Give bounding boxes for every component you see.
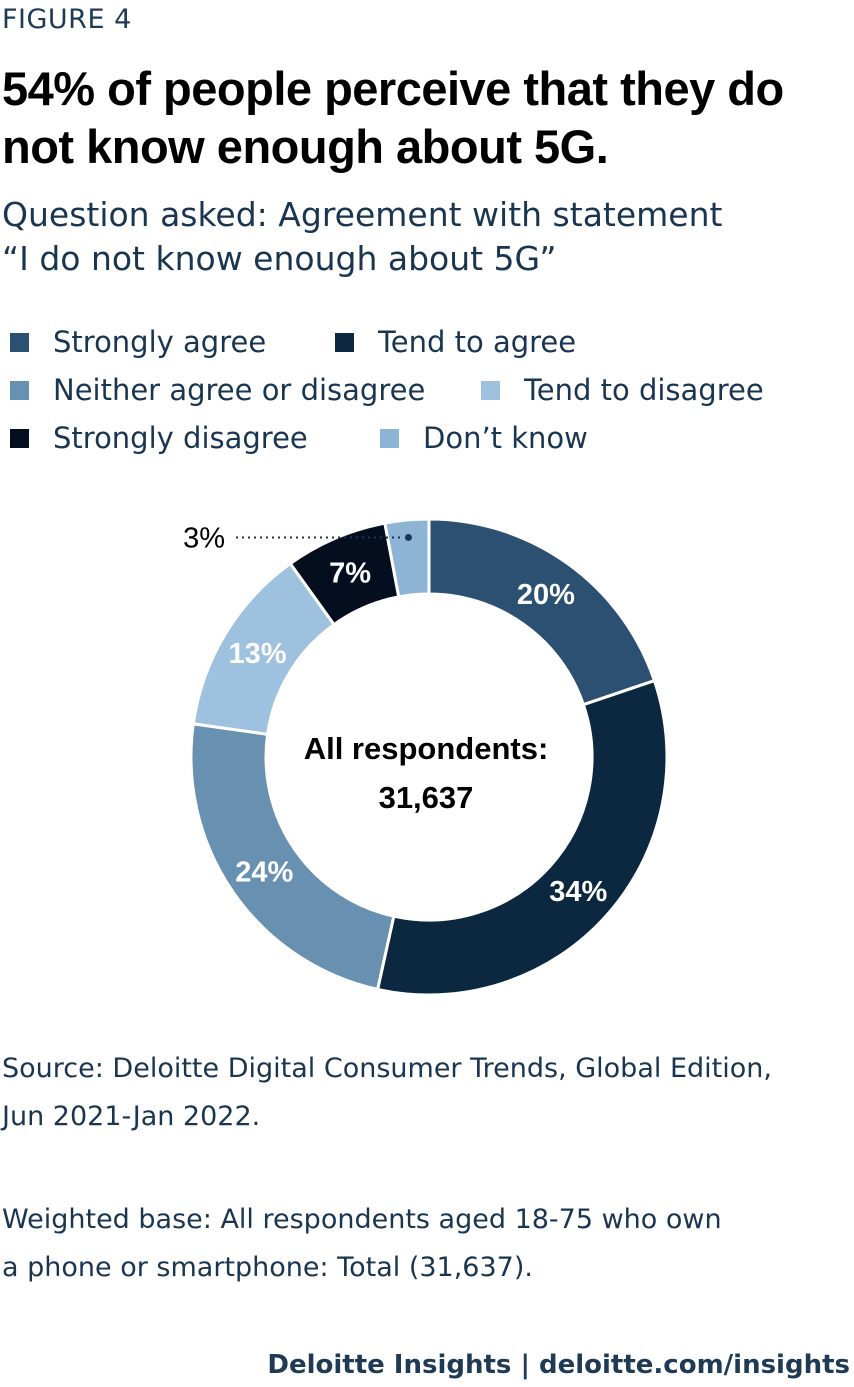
data-label-dont-know: 3%	[183, 522, 225, 554]
source-line-1: Source: Deloitte Digital Consumer Trends…	[2, 1053, 772, 1084]
source-line-2: Jun 2021-Jan 2022.	[2, 1101, 261, 1132]
legend-item-dont-know: Don’t know	[372, 421, 588, 455]
legend-label: Neither agree or disagree	[53, 373, 426, 407]
donut-data-labels: 20% 34% 24% 13% 7% 3%	[183, 522, 607, 907]
donut-slice-neither	[189, 722, 396, 992]
data-label-tend-to-agree: 34%	[549, 876, 607, 908]
legend-label: Strongly disagree	[53, 421, 308, 455]
legend-swatch	[10, 332, 29, 352]
data-label-neither: 24%	[235, 856, 293, 888]
data-label-strongly-disagree: 7%	[329, 558, 371, 590]
base-line-1: Weighted base: All respondents aged 18-7…	[2, 1204, 722, 1235]
source-note: Source: Deloitte Digital Consumer Trends…	[2, 1045, 852, 1141]
legend-item-tend-to-disagree: Tend to disagree	[473, 373, 764, 407]
legend-swatch	[10, 428, 29, 448]
center-label-line-2: 31,637	[379, 780, 474, 815]
legend-label: Strongly agree	[53, 325, 267, 359]
donut-slice-dont-know	[383, 517, 431, 599]
figure-label: FIGURE 4	[2, 4, 132, 35]
legend-item-tend-to-agree: Tend to agree	[327, 325, 576, 359]
data-label-strongly-agree: 20%	[517, 579, 575, 611]
footer-credit: Deloitte Insights | deloitte.com/insight…	[267, 1350, 850, 1380]
base-line-2: a phone or smartphone: Total (31,637).	[2, 1252, 533, 1283]
subtitle-line-1: Question asked: Agreement with statement	[2, 195, 723, 234]
legend-item-strongly-disagree: Strongly disagree	[2, 421, 308, 455]
data-label-tend-to-disagree: 13%	[228, 638, 286, 670]
subtitle-line-2: “I do not know enough about 5G”	[2, 239, 557, 278]
chart-title: 54% of people perceive that they do not …	[2, 62, 784, 173]
donut-slices	[189, 517, 669, 997]
legend-label: Tend to disagree	[524, 373, 764, 407]
legend-item-strongly-agree: Strongly agree	[2, 325, 266, 359]
legend-swatch	[335, 332, 354, 352]
legend-label: Don’t know	[423, 421, 588, 455]
base-note: Weighted base: All respondents aged 18-7…	[2, 1196, 852, 1292]
leader-dot	[404, 533, 412, 541]
legend-swatch	[10, 380, 29, 400]
center-label-line-1: All respondents:	[304, 731, 549, 766]
legend-swatch	[380, 428, 399, 448]
donut-slice-strongly-agree	[427, 517, 657, 707]
donut-chart: 20% 34% 24% 13% 7% 3% All respondents: 31,637	[183, 517, 669, 997]
legend-item-neither: Neither agree or disagree	[2, 373, 425, 407]
legend-label: Tend to agree	[378, 325, 577, 359]
chart-subtitle: Question asked: Agreement with statement…	[2, 193, 842, 281]
donut-slice-tend-to-agree	[375, 678, 669, 997]
legend-swatch	[481, 380, 500, 400]
